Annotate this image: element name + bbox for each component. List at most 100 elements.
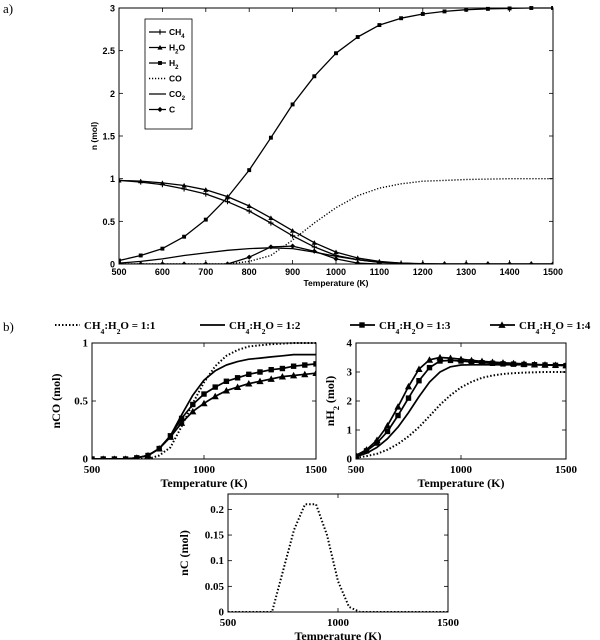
data-point <box>478 357 486 365</box>
x-tick-label: 500 <box>111 267 126 277</box>
x-axis-label: Temperature (K) <box>295 629 382 640</box>
data-point <box>520 360 528 367</box>
data-point <box>528 261 534 264</box>
legend-label: CH4:H2O = 1:1 <box>84 320 155 336</box>
y-tick-label: 2 <box>110 89 115 99</box>
x-tick-label: 1100 <box>370 267 390 277</box>
y-tick-label: 1 <box>83 338 89 350</box>
data-point <box>313 361 316 367</box>
data-point <box>562 361 566 369</box>
data-point <box>268 135 273 140</box>
data-point <box>246 203 252 209</box>
legend-label: H2 <box>169 58 179 71</box>
data-point <box>138 261 144 264</box>
legend-label: CO2 <box>169 89 186 102</box>
panel-label-a: a) <box>3 1 13 16</box>
data-point <box>155 444 163 452</box>
data-point <box>290 233 296 239</box>
series-line <box>356 371 566 459</box>
data-point <box>290 243 296 249</box>
data-point <box>355 35 360 39</box>
chart-b-nC: 500 1000 1500 0 0.05 0.1 0.15 0.2 Temperature (K… <box>177 493 460 640</box>
data-point <box>190 401 196 408</box>
y-tick-label: 0.05 <box>205 581 225 593</box>
legend-label: CH4:H2O = 1:3 <box>379 320 451 336</box>
data-point <box>404 382 413 390</box>
data-point <box>181 261 187 264</box>
data-point <box>436 353 444 361</box>
data-point <box>485 261 491 264</box>
data-point <box>119 177 122 183</box>
data-point <box>399 16 404 21</box>
x-tick-label: 1500 <box>305 464 328 476</box>
data-point <box>189 407 197 415</box>
data-point <box>92 456 95 459</box>
data-point <box>203 217 208 222</box>
data-point <box>485 6 490 11</box>
data-point <box>225 195 230 200</box>
data-point <box>246 371 252 378</box>
data-point <box>377 23 382 28</box>
x-axis-label: Temperature (K) <box>303 278 368 288</box>
series-triangle <box>92 369 316 459</box>
data-point <box>268 215 274 220</box>
data-point <box>530 360 539 368</box>
data-point <box>166 433 174 440</box>
data-point <box>457 355 465 363</box>
legend-marker <box>158 61 162 65</box>
legend-a: CH4 H2O H2 CO CO2 C <box>144 18 193 130</box>
data-point <box>178 419 186 426</box>
data-point <box>334 51 338 56</box>
data-point <box>290 228 296 233</box>
series-dotted <box>356 371 566 459</box>
legend-label: CO <box>169 74 182 84</box>
x-tick-label: 1300 <box>456 267 476 277</box>
data-point <box>551 361 560 368</box>
panel-label-b: b) <box>3 319 14 334</box>
data-point <box>302 362 308 368</box>
data-point <box>278 373 286 380</box>
data-point <box>246 254 252 260</box>
series-dotted <box>92 342 316 459</box>
data-point <box>181 182 187 188</box>
legend-marker <box>157 44 163 50</box>
y-tick-label: 0.2 <box>210 504 224 516</box>
data-point <box>138 253 143 258</box>
plot-area <box>227 493 449 613</box>
data-point <box>405 395 412 401</box>
y-tick-label: 0 <box>110 260 115 270</box>
data-point <box>437 358 443 364</box>
legend-b: CH4:H2O = 1:1 CH4:H2O = 1:2 CH4:H2O = 1:3 C… <box>55 320 591 336</box>
data-point <box>356 451 360 459</box>
data-point <box>394 403 402 410</box>
x-tick-label: 1000 <box>450 464 473 476</box>
data-point <box>464 7 469 12</box>
y-axis-label: n (mol) <box>89 122 99 150</box>
data-point <box>425 356 434 363</box>
data-point <box>268 220 274 226</box>
data-point <box>182 234 187 239</box>
data-point <box>223 378 230 384</box>
data-point <box>355 260 361 264</box>
data-point <box>119 261 122 264</box>
data-point <box>499 359 507 366</box>
y-axis-label: nC (mol) <box>177 530 191 576</box>
series-diamond <box>119 243 553 264</box>
x-tick-label: 1400 <box>500 267 520 277</box>
data-point <box>159 261 165 264</box>
data-point <box>257 369 263 375</box>
data-point <box>245 380 253 387</box>
data-point <box>268 366 274 373</box>
y-tick-label: 0 <box>83 454 89 466</box>
data-point <box>138 178 144 184</box>
data-point <box>383 422 392 429</box>
data-point <box>311 248 317 254</box>
legend-label: H2O <box>169 43 185 56</box>
data-point <box>212 384 218 390</box>
x-tick-label: 1000 <box>327 617 350 629</box>
x-tick-label: 500 <box>220 617 237 629</box>
data-point <box>415 365 423 372</box>
x-tick-label: 900 <box>285 267 300 277</box>
y-tick-label: 0 <box>347 454 353 466</box>
data-point <box>224 199 231 205</box>
